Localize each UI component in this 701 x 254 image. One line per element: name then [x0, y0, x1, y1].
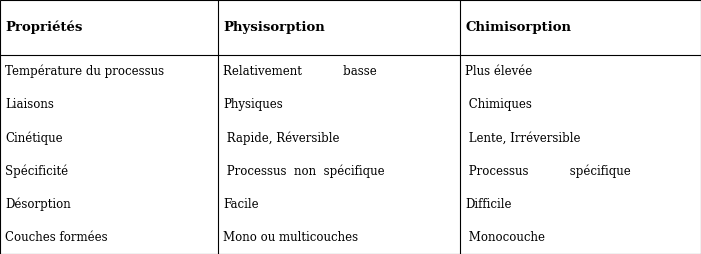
Text: Relativement           basse: Relativement basse	[223, 65, 376, 78]
Text: Cinétique: Cinétique	[5, 131, 62, 145]
Text: Propriétés: Propriétés	[5, 21, 83, 34]
Text: Mono ou multicouches: Mono ou multicouches	[223, 231, 358, 244]
Text: Rapide, Réversible: Rapide, Réversible	[223, 131, 339, 145]
Text: Température du processus: Température du processus	[5, 65, 164, 78]
Text: Lente, Irréversible: Lente, Irréversible	[465, 131, 580, 145]
Text: Physisorption: Physisorption	[223, 21, 325, 34]
Text: Chimiques: Chimiques	[465, 98, 532, 111]
Text: Chimisorption: Chimisorption	[465, 21, 571, 34]
Text: Monocouche: Monocouche	[465, 231, 545, 244]
Text: Processus  non  spécifique: Processus non spécifique	[223, 164, 385, 178]
Text: Couches formées: Couches formées	[5, 231, 108, 244]
Text: Plus élevée: Plus élevée	[465, 65, 532, 78]
Text: Physiques: Physiques	[223, 98, 283, 111]
Text: Facile: Facile	[223, 198, 259, 211]
Text: Désorption: Désorption	[5, 198, 71, 211]
Text: Processus           spécifique: Processus spécifique	[465, 164, 631, 178]
Text: Liaisons: Liaisons	[5, 98, 54, 111]
Text: Spécificité: Spécificité	[5, 164, 68, 178]
Text: Difficile: Difficile	[465, 198, 512, 211]
